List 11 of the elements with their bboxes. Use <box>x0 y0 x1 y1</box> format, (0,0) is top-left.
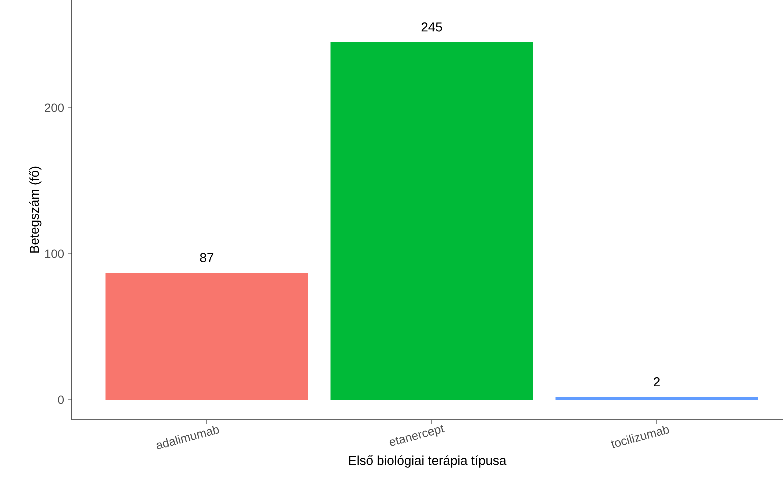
data-label: 245 <box>422 22 442 32</box>
y-axis-title: Betegszám (fő) <box>29 166 42 253</box>
data-label: 87 <box>200 253 214 262</box>
bar <box>330 42 534 400</box>
bar <box>556 397 758 400</box>
y-tick-label: 100 <box>45 250 64 258</box>
y-tick-label: 200 <box>45 104 64 112</box>
y-tick-label: 0 <box>58 396 64 404</box>
data-label: 2 <box>654 378 660 387</box>
x-axis-title: Első biológiai terápia típusa <box>349 456 507 468</box>
bar <box>106 272 308 400</box>
